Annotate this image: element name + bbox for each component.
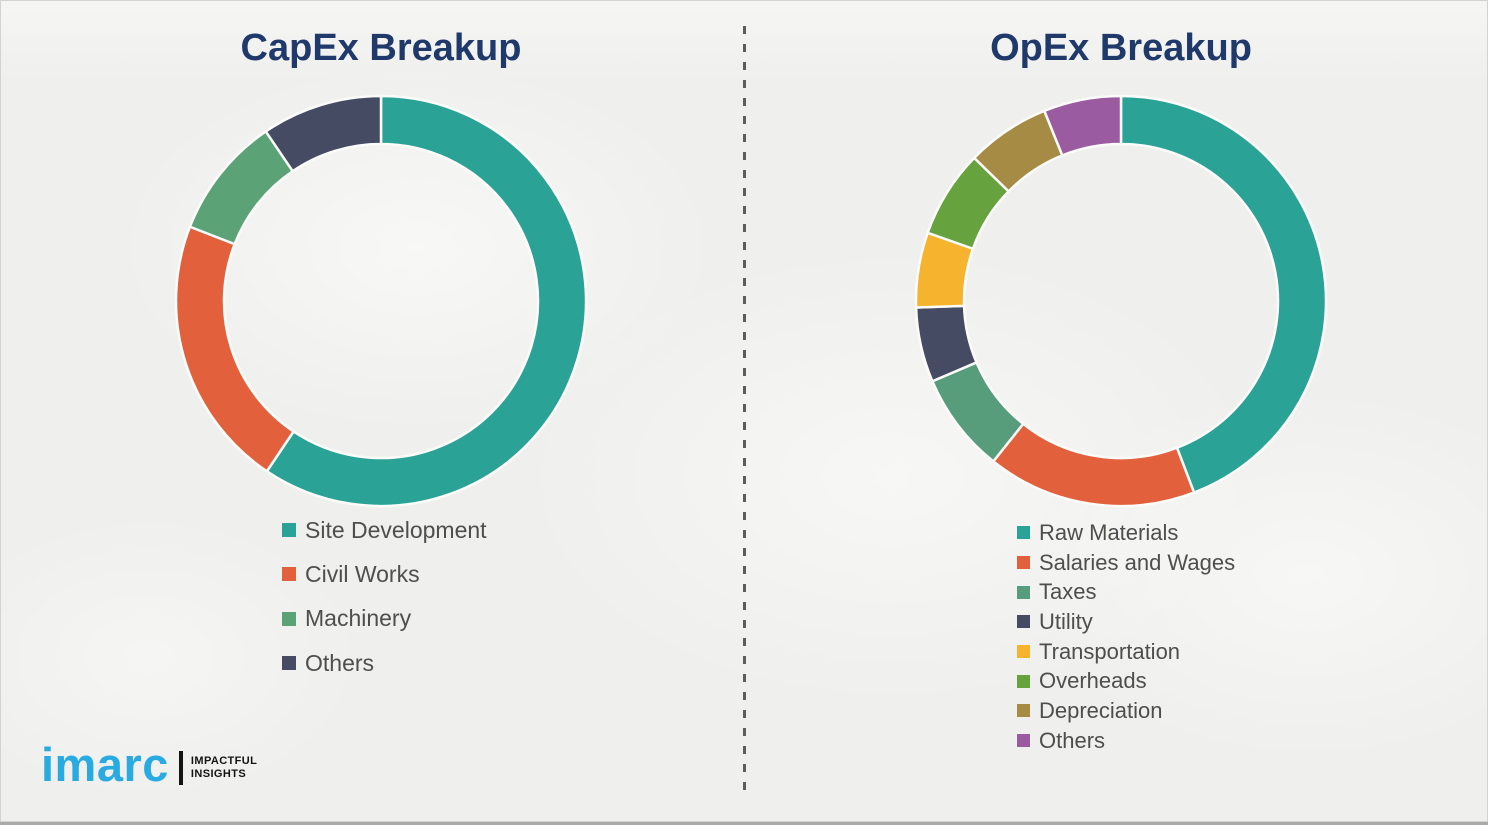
legend-swatch: [282, 523, 296, 538]
legend-swatch: [1017, 704, 1030, 718]
legend-item: Others: [1017, 726, 1235, 756]
legend-label: Civil Works: [305, 560, 420, 587]
legend-label: Raw Materials: [1039, 519, 1179, 545]
logo-divider-bar: [178, 750, 183, 785]
donut-slice-raw-materials: [1119, 94, 1328, 494]
legend-item: Salaries and Wages: [1017, 548, 1235, 578]
legend-label: Site Development: [305, 516, 487, 543]
center-dashed-divider: [743, 26, 746, 791]
legend-item: Civil Works: [282, 552, 487, 596]
legend-label: Others: [1039, 727, 1106, 753]
slide-bottom-edge: [0, 822, 1488, 825]
legend-item: Transportation: [1017, 637, 1235, 667]
logo-tagline: IMPACTFUL INSIGHTS: [191, 755, 257, 780]
legend-label: Utility: [1039, 608, 1093, 634]
legend-swatch: [1017, 645, 1030, 659]
capex-chart-title: CapEx Breakup: [240, 27, 522, 69]
donut-slice-others: [1043, 94, 1123, 157]
donut-slice-site-development: [265, 94, 588, 508]
donut-slice-civil-works: [174, 225, 295, 473]
legend-swatch: [1017, 674, 1030, 688]
legend-swatch: [282, 611, 296, 626]
legend-swatch: [1017, 526, 1030, 540]
legend-swatch: [282, 656, 296, 671]
legend-label: Overheads: [1039, 668, 1147, 694]
capex-donut-chart: [174, 94, 588, 508]
legend-item: Others: [282, 641, 487, 685]
imarc-wordmark: imarc: [41, 738, 169, 791]
legend-label: Machinery: [305, 605, 412, 632]
legend-swatch: [1017, 734, 1030, 748]
legend-label: Salaries and Wages: [1039, 549, 1236, 575]
legend-item: Taxes: [1017, 577, 1235, 607]
donut-slice-others: [264, 94, 383, 173]
opex-donut-chart: [914, 94, 1328, 508]
legend-item: Raw Materials: [1017, 518, 1235, 548]
legend-label: Taxes: [1039, 579, 1097, 605]
legend-label: Others: [305, 649, 375, 676]
legend-item: Site Development: [282, 508, 487, 552]
legend-item: Depreciation: [1017, 696, 1235, 726]
opex-legend: Raw Materials Salaries and Wages Taxes Util…: [1017, 518, 1235, 756]
legend-item: Overheads: [1017, 666, 1235, 696]
legend-swatch: [1017, 556, 1030, 570]
legend-label: Depreciation: [1039, 697, 1163, 723]
opex-chart-title: OpEx Breakup: [990, 27, 1252, 69]
capex-legend: Site Development Civil Works Machinery Othe…: [282, 508, 487, 685]
legend-swatch: [282, 567, 296, 582]
logo-tagline-line1: IMPACTFUL: [190, 755, 258, 767]
logo-tagline-line2: INSIGHTS: [190, 767, 247, 780]
legend-swatch: [1017, 585, 1030, 599]
legend-label: Transportation: [1039, 638, 1181, 664]
legend-item: Utility: [1017, 607, 1235, 637]
donut-slice-salaries-and-wages: [992, 422, 1196, 508]
imarc-logo: imarc IMPACTFUL INSIGHTS: [41, 741, 257, 788]
legend-swatch: [1017, 615, 1030, 629]
legend-item: Machinery: [282, 597, 487, 641]
